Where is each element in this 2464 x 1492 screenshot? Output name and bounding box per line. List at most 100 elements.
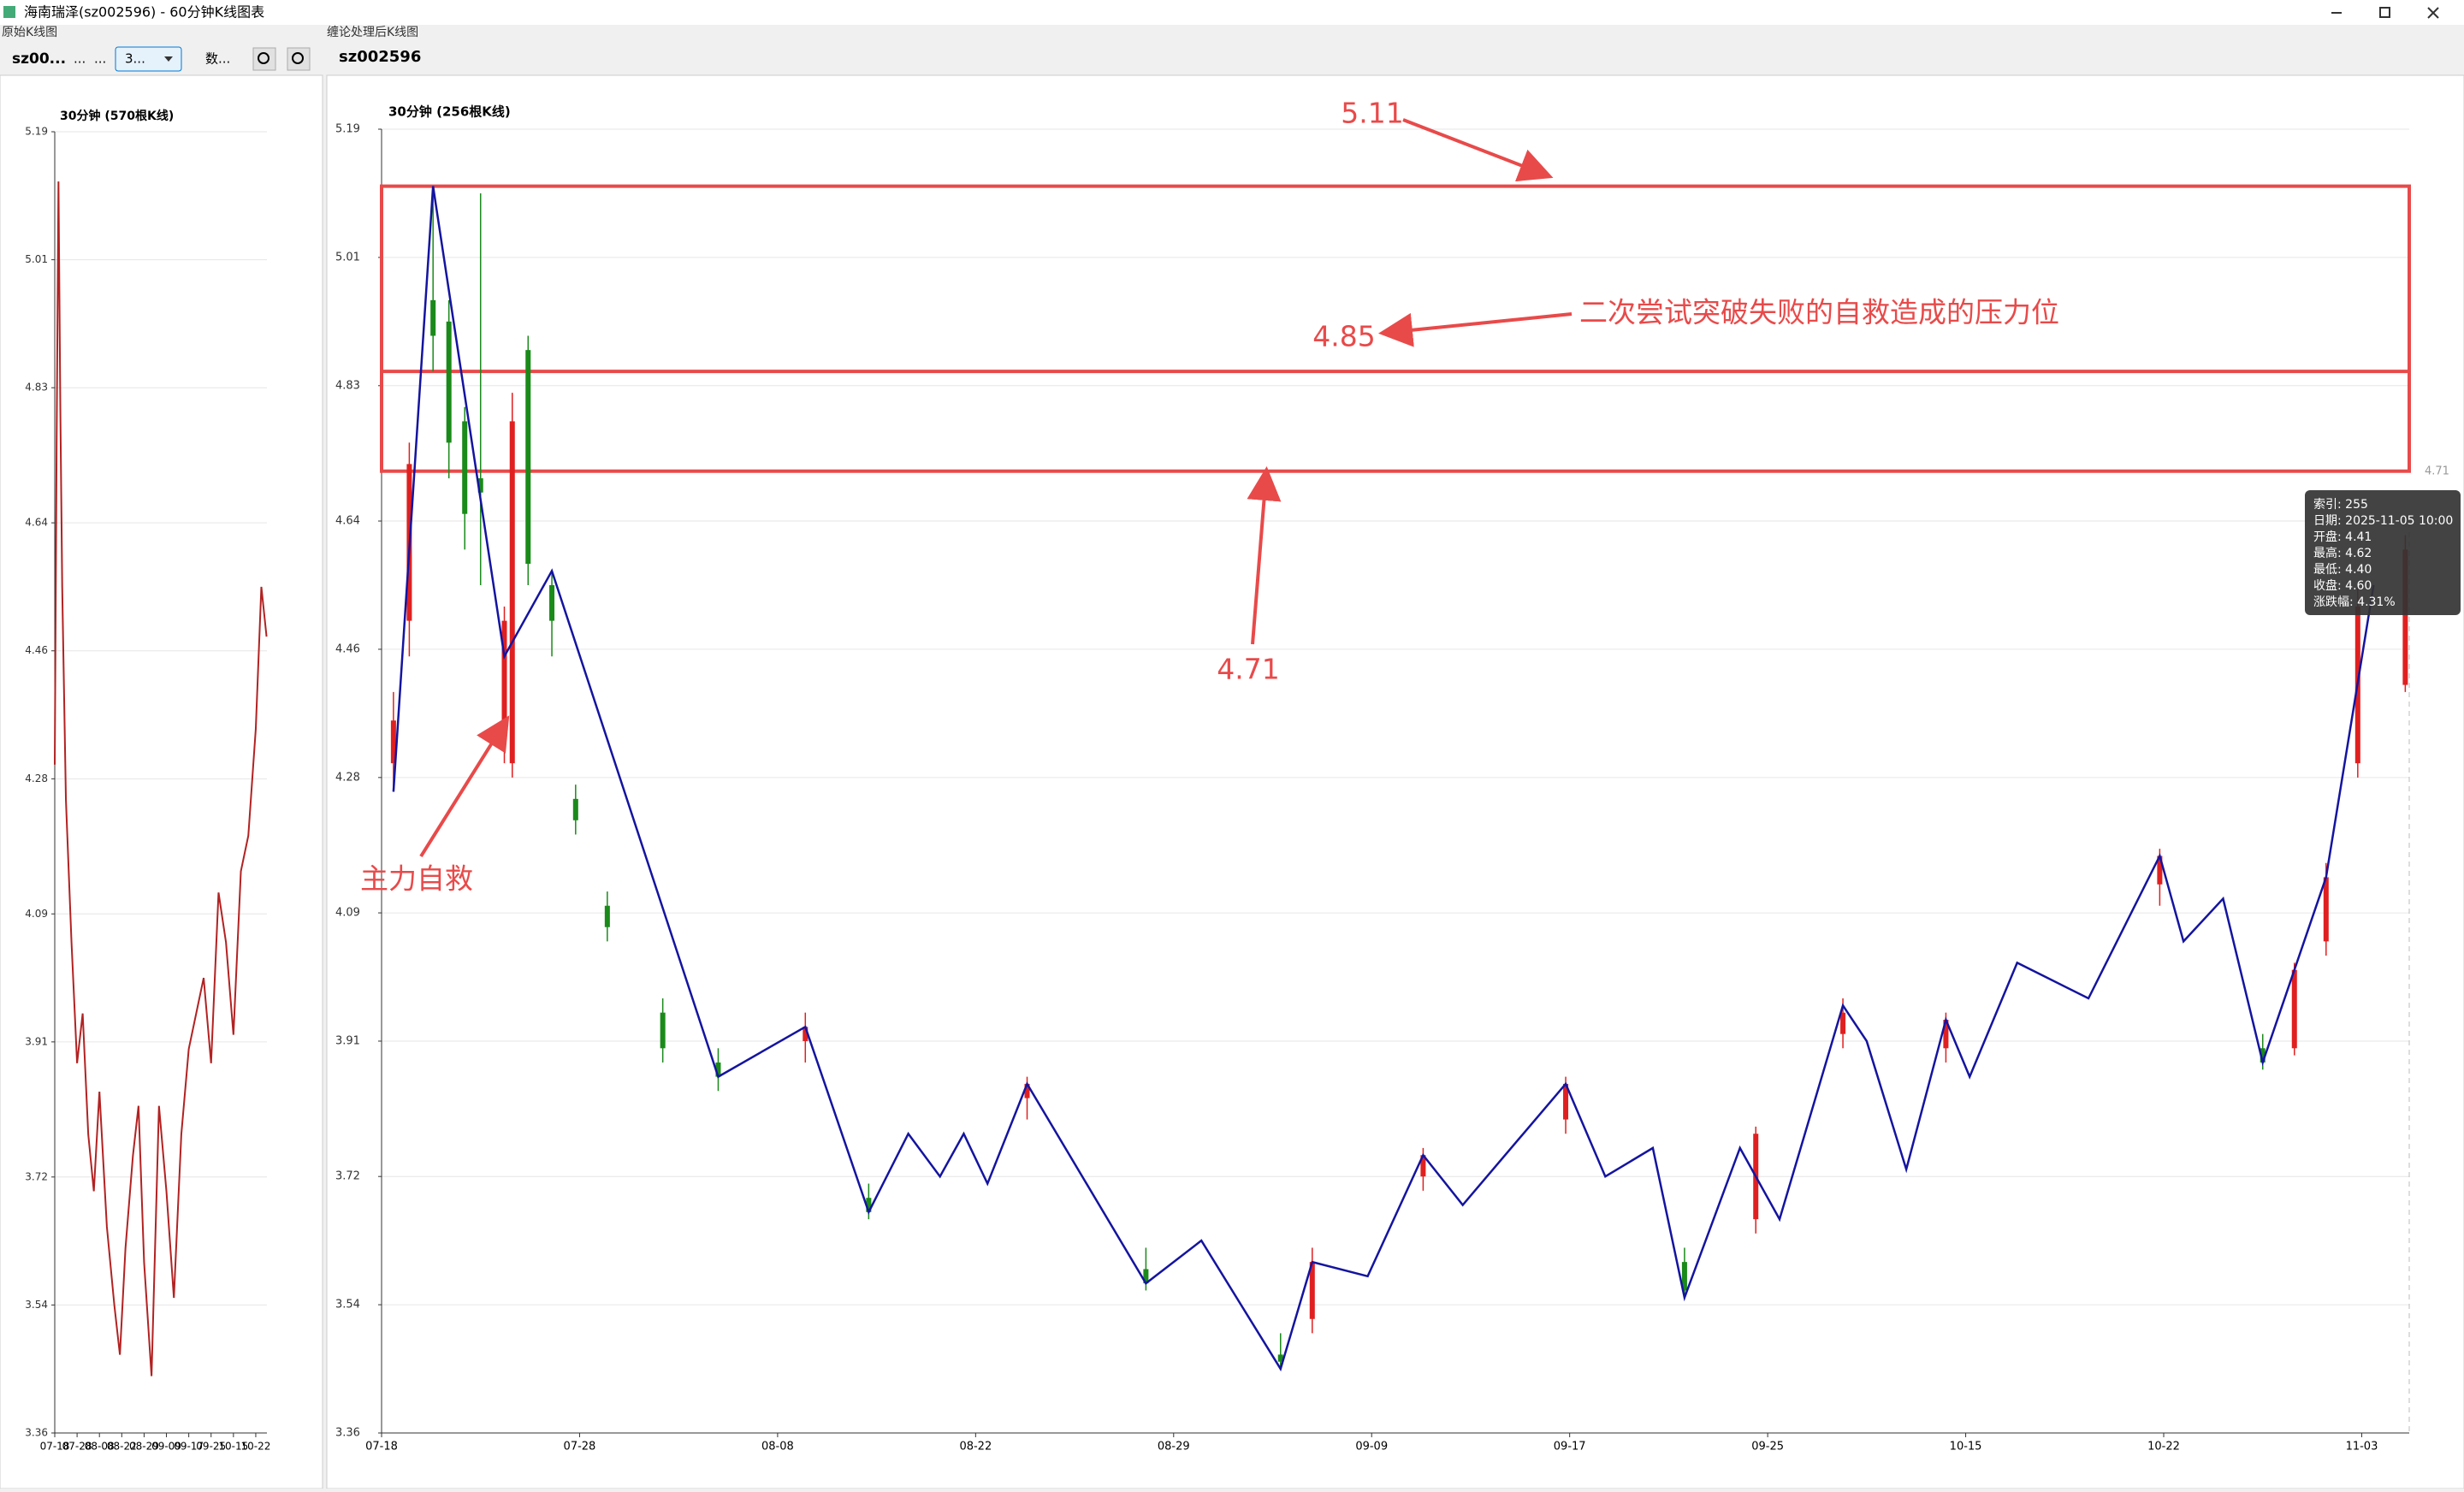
symbol-label: sz002596 — [339, 48, 421, 66]
title-bar — [0, 0, 2464, 25]
right-panel-label: 缠论处理后K线图 — [327, 25, 418, 39]
x-tick-label: 07-28 — [564, 1441, 596, 1454]
right-chart-panel — [326, 74, 2464, 1489]
zoom-out-button[interactable] — [252, 47, 276, 71]
candle-body — [1420, 1155, 1426, 1177]
left-chart: 30分钟 (570根K线) 5.19 5.01 4.83 4.64 4.46 4.28 4.0… — [25, 109, 270, 1453]
chart-title: 30分钟 (256根K线) — [388, 104, 511, 120]
level-label: 4.85 — [1312, 320, 1375, 353]
chart-title: 30分钟 (570根K线) — [60, 109, 174, 123]
candle-body — [660, 1012, 666, 1049]
period-combo-text: 3... — [125, 51, 145, 67]
arrow — [1378, 312, 1573, 347]
left-panel-label: 原始K线图 — [2, 26, 57, 39]
y-tick-label: 4.46 — [335, 642, 360, 655]
candle-body — [549, 584, 555, 621]
y-tick-label: 4.28 — [25, 773, 48, 784]
y-tick-label: 4.64 — [25, 517, 48, 529]
candle-body — [390, 720, 396, 764]
candle-body — [1840, 1012, 1846, 1034]
candle-body — [1309, 1262, 1315, 1319]
candle-body — [604, 905, 610, 927]
y-tick-label: 3.91 — [335, 1034, 360, 1047]
x-tick-label: 09-17 — [174, 1441, 204, 1453]
x-tick-label: 10-15 — [218, 1441, 248, 1453]
x-tick-label: 08-29 — [129, 1441, 159, 1453]
stroke-zigzag — [392, 186, 2375, 1372]
x-tick-label: 08-29 — [1158, 1441, 1190, 1454]
candle-body — [509, 421, 515, 764]
level-label: 4.71 — [1217, 653, 1279, 686]
x-tick-label: 11-03 — [2346, 1441, 2378, 1454]
maximize-button[interactable] — [2379, 7, 2390, 18]
candle-body — [715, 1062, 721, 1077]
y-tick-label: 3.72 — [335, 1170, 360, 1183]
y-tick-label: 4.83 — [335, 379, 360, 392]
y-tick-label: 3.54 — [335, 1299, 360, 1311]
candle-body — [2402, 549, 2408, 685]
tooltip-line: 最高: 4.62 — [2313, 546, 2372, 560]
candle-body — [477, 478, 483, 493]
tooltip-line: 最低: 4.40 — [2313, 563, 2372, 577]
candle-body — [803, 1027, 808, 1041]
x-tick-label: 09-09 — [151, 1441, 181, 1453]
x-tick-label: 07-18 — [40, 1441, 70, 1453]
tooltip: 索引: 255 日期: 2025-11-05 10:00 开盘: 4.41 最高: 4… — [2305, 490, 2461, 615]
candle-body — [1943, 1019, 1949, 1049]
icon — [258, 52, 270, 64]
candle-body — [462, 421, 468, 514]
x-tick-label: 07-28 — [62, 1441, 92, 1453]
close-button[interactable] — [2427, 7, 2439, 19]
x-tick-label: 07-18 — [365, 1441, 398, 1454]
y-tick-label: 5.19 — [335, 123, 360, 136]
annotation: 二次尝试突破失败的自救造成的压力位 — [1579, 296, 2059, 329]
period-combo[interactable] — [115, 46, 182, 72]
y-tick-label: 4.09 — [335, 907, 360, 920]
candle-body — [1143, 1269, 1149, 1284]
x-tick-label: 08-22 — [107, 1441, 137, 1453]
y-tick-label: 5.01 — [335, 251, 360, 263]
x-tick-label: 09-25 — [1751, 1441, 1784, 1454]
candle-body — [2291, 969, 2297, 1049]
x-tick-label: 09-25 — [196, 1441, 226, 1453]
annotations: 5.11 4.85 二次尝试突破失败的自救造成的压力位 4.71 主力自救 — [360, 97, 2059, 896]
toolbar-field[interactable]: ... — [94, 51, 106, 67]
candle-body — [2323, 877, 2329, 942]
arrow — [419, 715, 510, 858]
combo-arrow — [164, 56, 173, 62]
arrow — [1247, 466, 1282, 645]
zoom-in-button[interactable] — [287, 47, 311, 71]
candle-body — [866, 1198, 872, 1212]
y-tick-label: 4.28 — [335, 771, 360, 784]
toolbar-field[interactable]: ... — [74, 51, 86, 67]
toolbar-field[interactable]: 数... — [205, 51, 230, 67]
candle-body — [1277, 1354, 1283, 1362]
tooltip-line: 开盘: 4.41 — [2313, 530, 2372, 544]
y-tick-label: 3.36 — [25, 1427, 48, 1439]
x-tick-label: 08-08 — [85, 1441, 115, 1453]
x-tick-label: 08-22 — [959, 1441, 992, 1454]
tooltip-line: 收盘: 4.60 — [2313, 578, 2372, 593]
candle-body — [430, 299, 436, 336]
resistance-zone — [380, 184, 2411, 473]
symbol-field[interactable]: sz00... — [12, 50, 66, 68]
left-chart-panel — [0, 74, 323, 1489]
y-tick-label: 3.91 — [25, 1035, 48, 1047]
y-tick-label: 4.46 — [25, 644, 48, 656]
y-tick-label: 4.09 — [25, 908, 48, 920]
app-icon — [3, 6, 15, 18]
tooltip-box — [2305, 490, 2461, 615]
candle-body — [1024, 1083, 1030, 1098]
price-marker: 4.71 — [2425, 465, 2449, 478]
x-tick-label: 09-17 — [1554, 1441, 1586, 1454]
y-tick-label: 5.01 — [25, 253, 48, 265]
arrow — [1402, 118, 1554, 182]
candle-body — [2157, 856, 2163, 885]
candle-body — [1681, 1262, 1687, 1291]
main-chart: 30分钟 (256根K线) 5.19 5.01 4.83 4.64 4.46 4.28 4.0… — [335, 104, 2411, 1454]
x-tick-label: 09-09 — [1355, 1441, 1388, 1454]
x-tick-label: 10-22 — [241, 1441, 271, 1453]
y-tick-label: 4.64 — [335, 515, 360, 528]
